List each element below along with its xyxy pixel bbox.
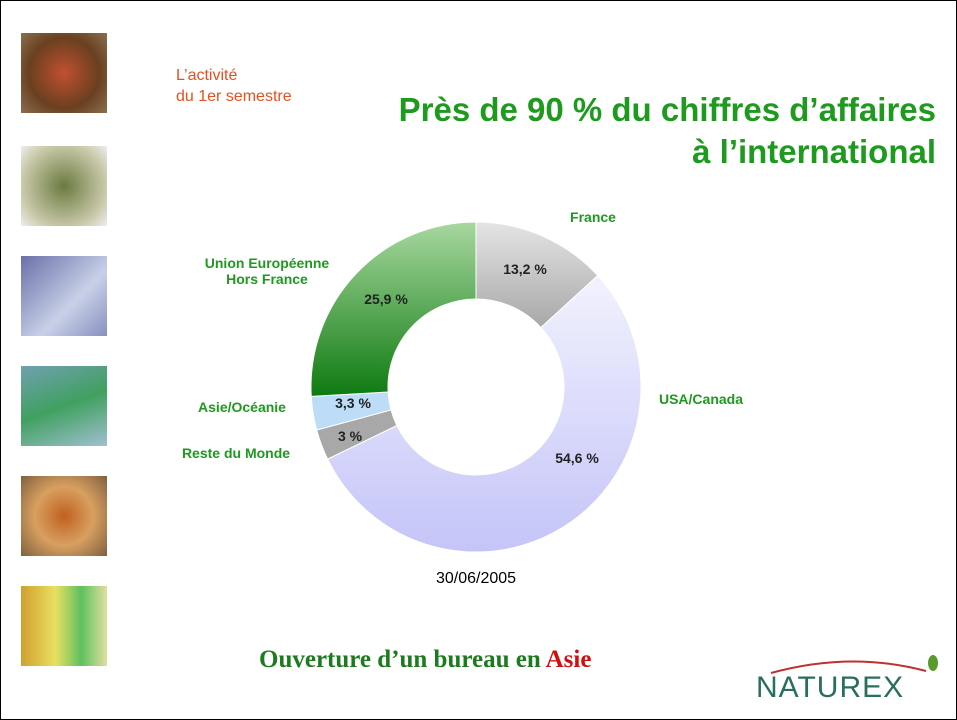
category-label: France [570,209,616,225]
footer-lead: Ouverture d’un bureau en [259,646,546,673]
category-label: Reste du Monde [182,445,290,461]
date-label: 30/06/2005 [436,570,516,588]
slide: L’activité du 1er semestre Près de 90 % … [0,0,957,720]
value-label: 3,3 % [335,395,371,411]
chart [1,1,956,719]
footer-text: Ouverture d’un bureau en Asie [259,646,591,674]
category-label: USA/Canada [659,391,743,407]
value-label: 25,9 % [364,291,408,307]
category-label: Union Européenne Hors France [205,255,329,287]
value-label: 3 % [338,428,362,444]
value-label: 54,6 % [555,450,599,466]
donut-segment [311,222,476,396]
category-label: Asie/Océanie [198,399,286,415]
value-label: 13,2 % [503,261,547,277]
logo-mark [751,641,951,681]
footer-highlight: Asie [546,646,592,673]
